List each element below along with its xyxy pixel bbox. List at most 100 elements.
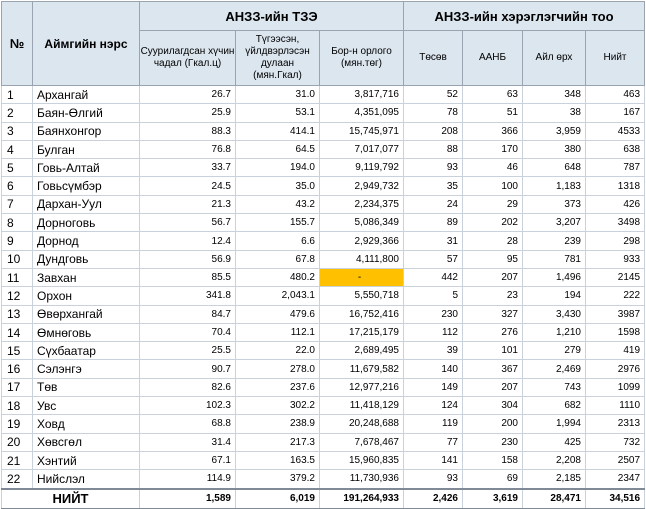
total-cell: 426 [584, 195, 646, 215]
row-number: 8 [1, 213, 33, 233]
revenue-cell: 12,977,216 [319, 378, 404, 398]
heat-cell: 194.0 [235, 158, 320, 178]
capacity-cell: 114.9 [139, 469, 236, 490]
aimag-name: Сүхбаатар [32, 341, 140, 361]
revenue-cell: 3,817,716 [319, 85, 404, 105]
capacity-cell: 56.7 [139, 213, 236, 233]
budget-cell: 442 [403, 268, 463, 288]
aimag-name: Увс [32, 396, 140, 416]
households-cell: 425 [522, 433, 586, 452]
table-row: 3 Баянхонгор 88.3 414.1 15,745,971 208 366 3,95… [1, 122, 646, 141]
households-cell: 1,210 [522, 323, 586, 343]
table-row: 5 Говь-Алтай 33.7 194.0 9,119,792 93 46 648 787 [1, 158, 646, 178]
row-number: 15 [1, 341, 33, 361]
households-cell: 648 [522, 158, 586, 178]
aimag-name: Говьсүмбэр [32, 176, 140, 196]
total-label: НИЙТ [1, 487, 140, 509]
col-total-header: Нийт [584, 30, 646, 86]
table-row: 14 Өмнөговь 70.4 112.1 17,215,179 112 276 1,210… [1, 323, 646, 343]
revenue-cell: 4,351,095 [319, 103, 404, 123]
revenue-cell: 2,929,366 [319, 231, 404, 251]
total-cell: 2507 [584, 451, 646, 471]
total-cell: 3987 [584, 305, 646, 324]
budget-cell: 119 [403, 414, 463, 434]
aimag-name: Дундговь [32, 250, 140, 269]
total-budget: 2,426 [403, 487, 463, 509]
col-households-header: Айл өрх [522, 30, 586, 86]
table-row: 9 Дорнод 12.4 6.6 2,929,366 31 28 239 298 [1, 231, 646, 251]
households-cell: 3,959 [522, 122, 586, 141]
capacity-cell: 21.3 [139, 195, 236, 215]
revenue-cell: 4,111,800 [319, 250, 404, 269]
total-cell: 638 [584, 140, 646, 160]
budget-cell: 112 [403, 323, 463, 343]
heat-cell: 479.6 [235, 305, 320, 324]
households-cell: 3,207 [522, 213, 586, 233]
aanb-cell: 23 [462, 286, 523, 306]
total-cell: 2145 [584, 268, 646, 288]
row-number: 13 [1, 305, 33, 324]
households-cell: 1,994 [522, 414, 586, 434]
households-cell: 3,430 [522, 305, 586, 324]
aanb-cell: 207 [462, 378, 523, 398]
revenue-cell: 7,678,467 [319, 433, 404, 452]
capacity-cell: 341.8 [139, 286, 236, 306]
aimag-name: Төв [32, 378, 140, 398]
revenue-cell: 15,745,971 [319, 122, 404, 141]
row-number: 4 [1, 140, 33, 160]
table-row: 8 Дорноговь 56.7 155.7 5,086,349 89 202 3,207 34… [1, 213, 646, 233]
table-row: 22 Нийслэл 114.9 379.2 11,730,936 93 69 2,185 23… [1, 469, 646, 490]
col-number-header: № [1, 1, 33, 86]
budget-cell: 93 [403, 469, 463, 490]
table-row: 4 Булган 76.8 64.5 7,017,077 88 170 380 638 [1, 140, 646, 160]
budget-cell: 77 [403, 433, 463, 452]
aanb-cell: 100 [462, 176, 523, 196]
total-cell: 732 [584, 433, 646, 452]
table-row: 18 Увс 102.3 302.2 11,418,129 124 304 682 1110 [1, 396, 646, 416]
aanb-cell: 200 [462, 414, 523, 434]
revenue-cell: 5,550,718 [319, 286, 404, 306]
col-heat-header: Түгээсэн, үйлдвэрлэсэн дулаан (мян.Гкал) [235, 30, 320, 86]
aimag-name: Өмнөговь [32, 323, 140, 343]
budget-cell: 89 [403, 213, 463, 233]
aimag-name: Орхон [32, 286, 140, 306]
total-row: НИЙТ 1,589 6,019 191,264,933 2,426 3,619… [1, 487, 646, 509]
heat-cell: 31.0 [235, 85, 320, 105]
aimag-name: Дорнод [32, 231, 140, 251]
capacity-cell: 102.3 [139, 396, 236, 416]
col-aimag-name-header: Аймгийн нэрс [32, 1, 140, 86]
row-number: 11 [1, 268, 33, 288]
households-cell: 380 [522, 140, 586, 160]
aimag-name: Говь-Алтай [32, 158, 140, 178]
households-cell: 194 [522, 286, 586, 306]
aimag-name: Нийслэл [32, 469, 140, 490]
aanb-cell: 69 [462, 469, 523, 490]
total-aanb: 3,619 [462, 487, 523, 509]
aimag-name: Дархан-Уул [32, 195, 140, 215]
aimag-name: Архангай [32, 85, 140, 105]
row-number: 7 [1, 195, 33, 215]
row-number: 6 [1, 176, 33, 196]
total-households: 28,471 [522, 487, 586, 509]
heat-cell: 278.0 [235, 359, 320, 379]
heat-cell: 379.2 [235, 469, 320, 490]
row-number: 22 [1, 469, 33, 490]
row-number: 5 [1, 158, 33, 178]
total-cell: 2347 [584, 469, 646, 490]
revenue-cell: 16,752,416 [319, 305, 404, 324]
budget-cell: 88 [403, 140, 463, 160]
heat-cell: 302.2 [235, 396, 320, 416]
total-cell: 1318 [584, 176, 646, 196]
capacity-cell: 67.1 [139, 451, 236, 471]
capacity-cell: 84.7 [139, 305, 236, 324]
total-cell: 4533 [584, 122, 646, 141]
aanb-cell: 207 [462, 268, 523, 288]
budget-cell: 57 [403, 250, 463, 269]
total-cell: 167 [584, 103, 646, 123]
revenue-cell: 20,248,688 [319, 414, 404, 434]
households-cell: 2,208 [522, 451, 586, 471]
budget-cell: 124 [403, 396, 463, 416]
table-row: 2 Баян-Өлгий 25.9 53.1 4,351,095 78 51 38 167 [1, 103, 646, 123]
revenue-cell: 2,689,495 [319, 341, 404, 361]
